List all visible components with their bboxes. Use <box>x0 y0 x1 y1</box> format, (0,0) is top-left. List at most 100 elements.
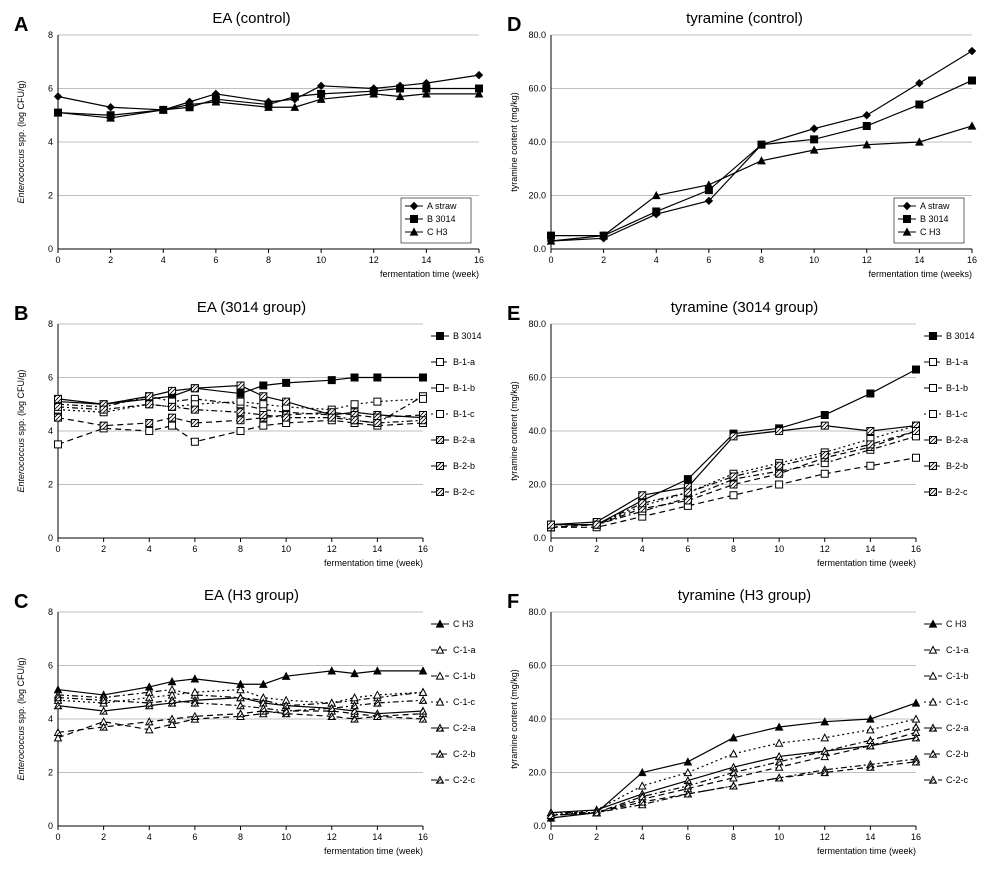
svg-text:C H3: C H3 <box>453 619 474 629</box>
svg-text:Enterococcus spp. (log CFU/g): Enterococcus spp. (log CFU/g) <box>16 369 26 492</box>
svg-text:2: 2 <box>601 255 606 265</box>
svg-text:C-1-b: C-1-b <box>946 671 969 681</box>
svg-text:0: 0 <box>55 255 60 265</box>
svg-text:C H3: C H3 <box>920 227 941 237</box>
svg-text:C-2-c: C-2-c <box>946 775 968 785</box>
svg-text:14: 14 <box>865 544 875 554</box>
svg-text:B-2-a: B-2-a <box>453 435 475 445</box>
svg-text:2: 2 <box>594 544 599 554</box>
svg-text:B 3014: B 3014 <box>920 214 949 224</box>
svg-text:tyramine content (mg/kg): tyramine content (mg/kg) <box>509 92 519 192</box>
svg-text:8: 8 <box>266 255 271 265</box>
svg-text:C-1-b: C-1-b <box>453 671 476 681</box>
panel-C: CEA (H3 group) 024680246810121416ferment… <box>10 587 493 868</box>
svg-text:12: 12 <box>369 255 379 265</box>
svg-text:fermentation time (week): fermentation time (week) <box>324 558 423 568</box>
svg-text:14: 14 <box>914 255 924 265</box>
svg-text:4: 4 <box>48 714 53 724</box>
svg-text:B-1-a: B-1-a <box>946 357 968 367</box>
svg-text:C H3: C H3 <box>946 619 967 629</box>
svg-text:8: 8 <box>48 30 53 40</box>
svg-text:16: 16 <box>418 832 428 842</box>
svg-text:fermentation time (weeks): fermentation time (weeks) <box>868 269 972 279</box>
svg-text:12: 12 <box>327 832 337 842</box>
svg-text:4: 4 <box>48 426 53 436</box>
svg-text:8: 8 <box>48 319 53 329</box>
svg-text:B-1-c: B-1-c <box>453 409 475 419</box>
svg-text:B-1-a: B-1-a <box>453 357 475 367</box>
svg-text:6: 6 <box>48 661 53 671</box>
svg-text:B-2-b: B-2-b <box>946 461 968 471</box>
svg-text:80.0: 80.0 <box>528 319 546 329</box>
panel-grid: AEA (control) 024680246810121416fermenta… <box>10 10 986 868</box>
svg-text:C-2-a: C-2-a <box>453 723 476 733</box>
svg-text:4: 4 <box>640 832 645 842</box>
svg-text:B-1-c: B-1-c <box>946 409 968 419</box>
svg-text:4: 4 <box>640 544 645 554</box>
svg-text:20.0: 20.0 <box>528 191 546 201</box>
chart-area: 024680246810121416fermentation time (wee… <box>10 606 493 868</box>
svg-text:2: 2 <box>594 832 599 842</box>
svg-text:B 3014: B 3014 <box>453 331 482 341</box>
svg-text:4: 4 <box>48 137 53 147</box>
svg-text:B-2-c: B-2-c <box>453 487 475 497</box>
svg-text:Enterococcus spp. (log CFU/g): Enterococcus spp. (log CFU/g) <box>16 658 26 781</box>
svg-text:8: 8 <box>731 832 736 842</box>
svg-text:14: 14 <box>372 832 382 842</box>
svg-text:B 3014: B 3014 <box>427 214 456 224</box>
svg-text:40.0: 40.0 <box>528 426 546 436</box>
svg-text:fermentation time (week): fermentation time (week) <box>324 846 423 856</box>
svg-text:4: 4 <box>147 544 152 554</box>
svg-text:C-1-c: C-1-c <box>453 697 475 707</box>
svg-text:tyramine content (mg/kg): tyramine content (mg/kg) <box>509 381 519 481</box>
panel-B: BEA (3014 group) 024680246810121416ferme… <box>10 299 493 580</box>
svg-text:10: 10 <box>281 832 291 842</box>
svg-text:0.0: 0.0 <box>533 244 546 254</box>
svg-text:C H3: C H3 <box>427 227 448 237</box>
svg-text:10: 10 <box>281 544 291 554</box>
svg-text:fermentation time (week): fermentation time (week) <box>380 269 479 279</box>
svg-text:fermentation time (week): fermentation time (week) <box>817 558 916 568</box>
svg-text:C-1-a: C-1-a <box>453 645 476 655</box>
svg-text:0.0: 0.0 <box>533 533 546 543</box>
svg-text:6: 6 <box>48 84 53 94</box>
svg-text:6: 6 <box>685 832 690 842</box>
svg-text:14: 14 <box>421 255 431 265</box>
svg-text:6: 6 <box>48 372 53 382</box>
svg-text:C-2-b: C-2-b <box>946 749 969 759</box>
svg-text:B-2-b: B-2-b <box>453 461 475 471</box>
svg-text:80.0: 80.0 <box>528 607 546 617</box>
panel-title: EA (control) <box>10 10 493 29</box>
svg-text:0: 0 <box>48 821 53 831</box>
svg-text:0: 0 <box>548 255 553 265</box>
svg-text:A straw: A straw <box>920 201 950 211</box>
panel-title: EA (3014 group) <box>10 299 493 318</box>
svg-text:2: 2 <box>48 479 53 489</box>
chart-area: 0.020.040.060.080.00246810121416fermenta… <box>503 318 986 580</box>
chart-area: 0.020.040.060.080.00246810121416fermenta… <box>503 29 986 291</box>
svg-text:16: 16 <box>911 544 921 554</box>
svg-text:2: 2 <box>108 255 113 265</box>
svg-text:Enterococcus spp. (log CFU/g): Enterococcus spp. (log CFU/g) <box>16 80 26 203</box>
svg-text:80.0: 80.0 <box>528 30 546 40</box>
svg-text:0: 0 <box>55 544 60 554</box>
svg-text:20.0: 20.0 <box>528 768 546 778</box>
svg-text:60.0: 60.0 <box>528 372 546 382</box>
svg-text:6: 6 <box>213 255 218 265</box>
svg-text:10: 10 <box>809 255 819 265</box>
svg-text:16: 16 <box>474 255 484 265</box>
svg-text:tyramine content (mg/kg): tyramine content (mg/kg) <box>509 670 519 770</box>
panel-F: Ftyramine (H3 group) 0.020.040.060.080.0… <box>503 587 986 868</box>
svg-text:12: 12 <box>820 544 830 554</box>
svg-text:A straw: A straw <box>427 201 457 211</box>
svg-text:40.0: 40.0 <box>528 137 546 147</box>
svg-text:2: 2 <box>48 768 53 778</box>
svg-text:B-2-a: B-2-a <box>946 435 968 445</box>
panel-title: tyramine (H3 group) <box>503 587 986 606</box>
svg-text:fermentation time (week): fermentation time (week) <box>817 846 916 856</box>
svg-text:16: 16 <box>967 255 977 265</box>
svg-text:0: 0 <box>55 832 60 842</box>
panel-A: AEA (control) 024680246810121416fermenta… <box>10 10 493 291</box>
svg-text:10: 10 <box>316 255 326 265</box>
svg-text:B-1-b: B-1-b <box>946 383 968 393</box>
